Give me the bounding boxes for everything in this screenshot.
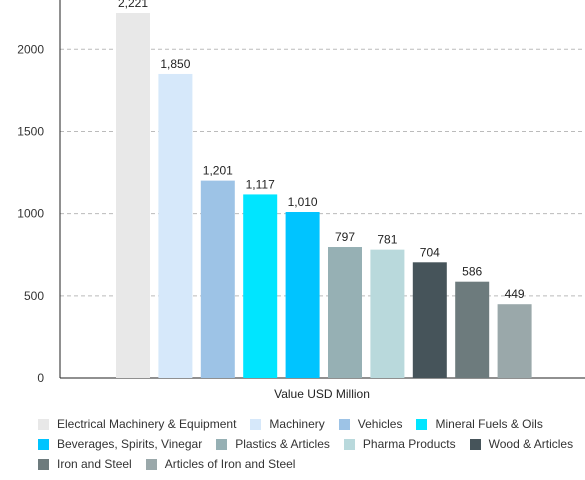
data-label-1: 2,221 (118, 0, 148, 10)
y-tick-label: 2000 (17, 42, 44, 56)
y-tick-label: 1000 (17, 207, 44, 221)
bar-2 (158, 73, 193, 379)
legend-item: Plastics & Articles (216, 436, 330, 452)
legend-item: Wood & Articles (469, 436, 574, 452)
legend-label: Mineral Fuels & Oils (435, 417, 543, 431)
data-label-2: 1,850 (160, 57, 190, 71)
data-label-9: 586 (462, 265, 482, 279)
bar-7 (370, 249, 405, 378)
legend-item: Iron and Steel (38, 456, 132, 472)
data-label-5: 1,010 (288, 195, 318, 209)
legend-item: Articles of Iron and Steel (145, 456, 296, 472)
legend-swatch (416, 418, 428, 430)
legend-item: Machinery (250, 416, 325, 432)
legend-swatch (338, 418, 350, 430)
y-tick-label: 0 (37, 371, 44, 385)
legend-label: Machinery (269, 417, 325, 431)
legend-item: Mineral Fuels & Oils (416, 416, 543, 432)
legend-label: Wood & Articles (488, 437, 574, 451)
data-label-7: 781 (377, 233, 397, 247)
legend-label: Vehicles (357, 417, 403, 431)
legend-swatch (38, 438, 49, 450)
legend-swatch (250, 418, 262, 430)
legend-item: Electrical Machinery & Equipment (38, 416, 236, 432)
legend-item: Pharma Products (343, 436, 456, 452)
bar-chart: 0 500 1000 1500 2000 2,221 1,850 1,201 1,117 1,01… (17, 0, 585, 401)
bar-1 (116, 12, 150, 378)
bar-9 (455, 281, 490, 378)
legend-swatch (469, 438, 481, 450)
legend-item: Vehicles (338, 416, 403, 432)
bar-6 (328, 247, 362, 378)
legend-label: Articles of Iron and Steel (164, 457, 296, 471)
legend-label: Iron and Steel (57, 457, 132, 471)
legend-label: Plastics & Articles (235, 437, 330, 451)
data-label-4: 1,117 (246, 177, 275, 191)
legend-label: Electrical Machinery & Equipment (57, 417, 237, 431)
data-label-3: 1,201 (203, 164, 233, 178)
bar-4 (243, 194, 278, 378)
x-axis-title: Value USD Million (274, 387, 370, 401)
legend-item: Beverages, Spirits, Vinegar (38, 436, 202, 452)
legend-swatch (343, 438, 355, 450)
legend-label: Beverages, Spirits, Vinegar (57, 437, 203, 451)
legend-swatch (216, 438, 228, 450)
y-tick-label: 1500 (17, 124, 44, 138)
data-label-10: 449 (505, 287, 525, 301)
legend: Electrical Machinery & Equipment Machiner… (38, 416, 583, 472)
legend-label: Pharma Products (362, 437, 456, 451)
bar-10 (497, 304, 532, 378)
bar-5 (285, 212, 320, 378)
bar-3 (200, 180, 235, 378)
data-label-6: 797 (335, 230, 355, 244)
legend-swatch (38, 458, 49, 470)
legend-swatch (38, 418, 49, 430)
legend-swatch (145, 458, 157, 470)
data-label-8: 704 (420, 245, 440, 259)
bar-8 (412, 262, 447, 378)
y-tick-label: 500 (24, 289, 44, 303)
